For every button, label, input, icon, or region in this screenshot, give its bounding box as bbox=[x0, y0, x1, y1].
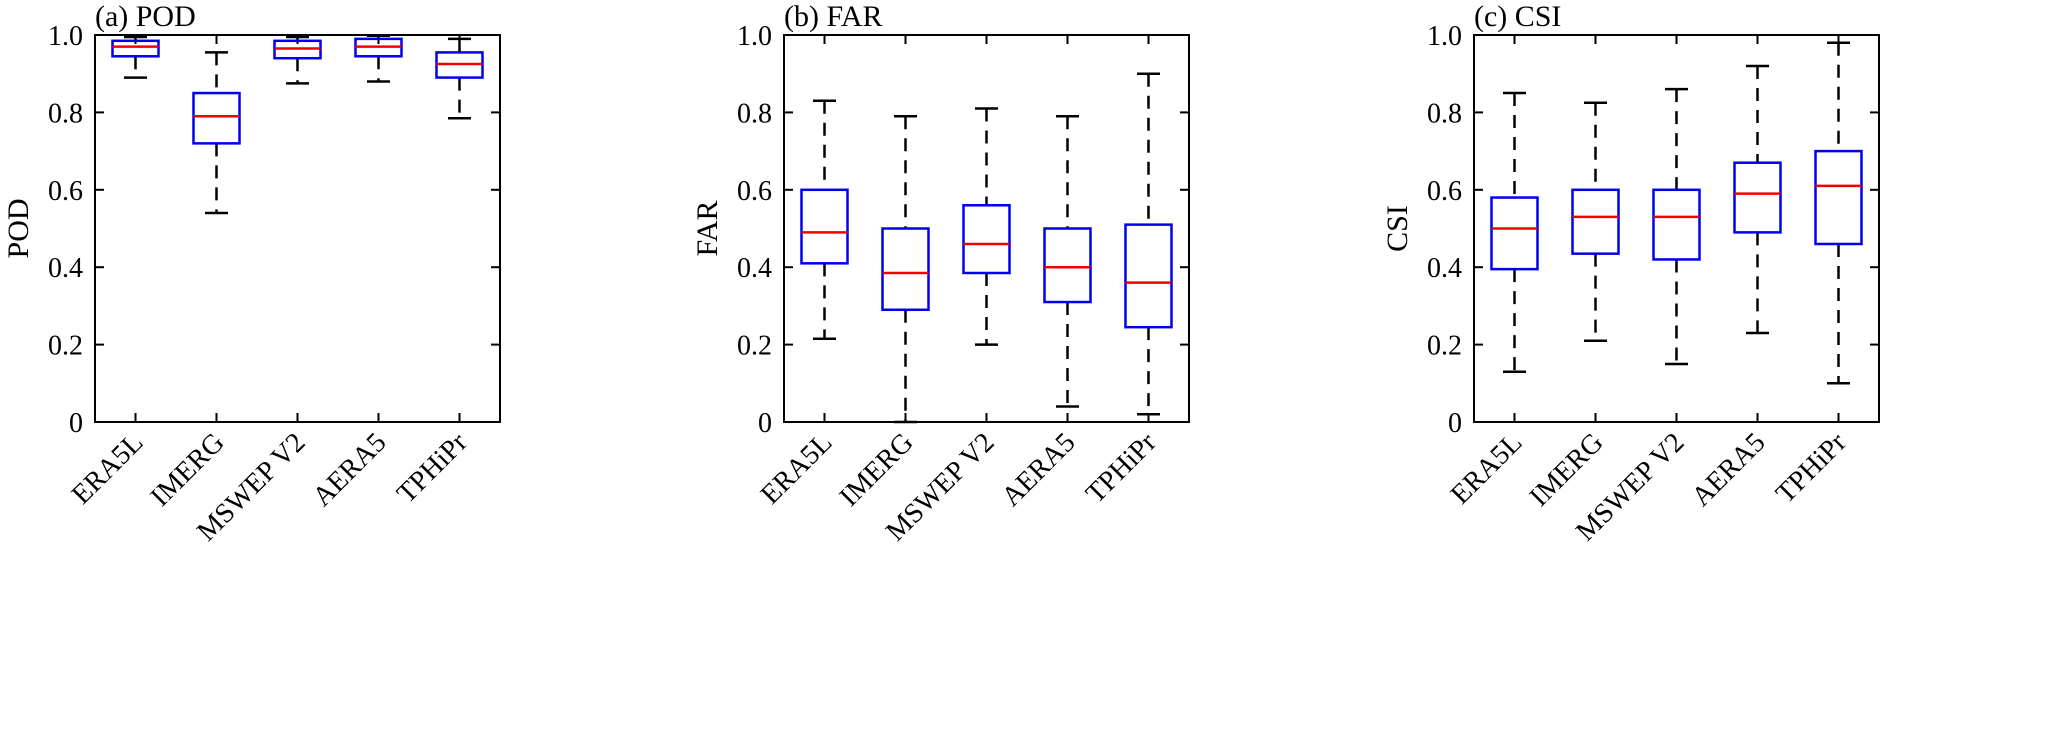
x-tick-label: AERA5 bbox=[1685, 427, 1771, 513]
y-tick-label: 0 bbox=[758, 408, 772, 439]
panel-title: (c) CSI bbox=[1474, 0, 1561, 33]
iqr-box bbox=[1124, 223, 1174, 329]
box-tphipr bbox=[435, 37, 484, 120]
y-tick-label: 0.4 bbox=[1427, 253, 1462, 284]
box-era5l bbox=[1489, 91, 1539, 373]
x-tick-label: AERA5 bbox=[996, 427, 1082, 513]
iqr-box bbox=[192, 91, 241, 145]
x-tick-label: ERA5L bbox=[1445, 427, 1528, 510]
panel-title: (b) FAR bbox=[784, 0, 883, 33]
boxplot-panel-b: (b) FARFAR00.20.40.60.81.0ERA5LIMERGMSWE… bbox=[691, 0, 1191, 547]
y-tick-label: 0.2 bbox=[737, 331, 772, 362]
x-tick-label: TPHiPr bbox=[391, 427, 474, 510]
iqr-box bbox=[1043, 227, 1093, 304]
iqr-box bbox=[800, 188, 850, 265]
box-era5l bbox=[800, 99, 850, 341]
box-mswep-v2 bbox=[962, 107, 1012, 346]
iqr-box bbox=[1813, 149, 1863, 246]
box-mswep-v2 bbox=[273, 35, 322, 85]
y-tick-label: 0.6 bbox=[48, 176, 83, 207]
boxplot-panel-c: (c) CSICSI00.20.40.60.81.0ERA5LIMERGMSWE… bbox=[1381, 0, 1880, 547]
y-axis-label: POD bbox=[2, 199, 35, 259]
iqr-box bbox=[1489, 196, 1539, 271]
box-aera5 bbox=[1043, 115, 1093, 408]
y-tick-label: 0.8 bbox=[1427, 98, 1462, 129]
x-tick-label: TPHiPr bbox=[1770, 427, 1853, 510]
box-imerg bbox=[192, 51, 241, 215]
y-tick-label: 0.4 bbox=[737, 253, 772, 284]
y-tick-label: 1.0 bbox=[737, 21, 772, 52]
axes-box bbox=[93, 34, 501, 423]
y-axis-label: CSI bbox=[1381, 205, 1414, 252]
y-axis-label: FAR bbox=[691, 200, 724, 256]
axes-box bbox=[783, 34, 1191, 423]
y-tick-label: 0.4 bbox=[48, 253, 83, 284]
box-mswep-v2 bbox=[1651, 87, 1701, 366]
y-tick-label: 0.6 bbox=[737, 176, 772, 207]
y-tick-label: 1.0 bbox=[48, 21, 83, 52]
y-tick-label: 0.8 bbox=[48, 98, 83, 129]
box-tphipr bbox=[1813, 41, 1863, 385]
y-tick-label: 0 bbox=[1448, 408, 1462, 439]
iqr-box bbox=[111, 39, 160, 58]
box-aera5 bbox=[354, 34, 403, 83]
y-tick-label: 0 bbox=[69, 408, 83, 439]
box-aera5 bbox=[1732, 64, 1782, 335]
iqr-box bbox=[1732, 161, 1782, 234]
iqr-box bbox=[1651, 188, 1701, 261]
y-tick-label: 0.2 bbox=[1427, 331, 1462, 362]
boxplot-panel-a: (a) PODPOD00.20.40.60.81.0ERA5LIMERGMSWE… bbox=[2, 0, 501, 547]
y-tick-label: 1.0 bbox=[1427, 21, 1462, 52]
x-tick-label: AERA5 bbox=[307, 427, 393, 513]
panel-title: (a) POD bbox=[95, 0, 196, 33]
y-tick-label: 0.2 bbox=[48, 331, 83, 362]
y-tick-label: 0.6 bbox=[1427, 176, 1462, 207]
x-tick-label: ERA5L bbox=[755, 427, 838, 510]
box-imerg bbox=[881, 115, 931, 424]
y-tick-label: 0.8 bbox=[737, 98, 772, 129]
x-tick-label: TPHiPr bbox=[1080, 427, 1163, 510]
box-tphipr bbox=[1124, 72, 1174, 416]
box-imerg bbox=[1570, 101, 1620, 342]
x-tick-label: ERA5L bbox=[66, 427, 149, 510]
iqr-box bbox=[1570, 188, 1620, 255]
iqr-box bbox=[881, 227, 931, 312]
box-era5l bbox=[111, 35, 160, 79]
iqr-box bbox=[962, 204, 1012, 275]
